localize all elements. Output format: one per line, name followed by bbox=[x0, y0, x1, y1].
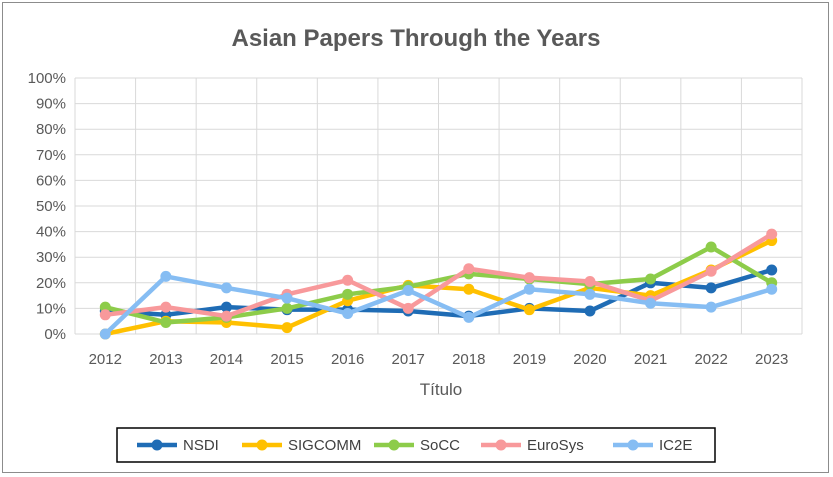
y-axis-ticks: 0% 10% 20% 30% 40% 50% 60% 70% 80% 90% 100% bbox=[28, 70, 66, 343]
x-tick-label: 2023 bbox=[755, 351, 788, 368]
data-point bbox=[99, 301, 111, 313]
data-point bbox=[705, 265, 717, 277]
legend-swatch-marker bbox=[495, 439, 507, 451]
legend-label: NSDI bbox=[183, 437, 219, 454]
legend-entry-eurosys: EuroSys bbox=[481, 437, 584, 454]
legend-label: IC2E bbox=[659, 437, 692, 454]
y-tick-label: 40% bbox=[36, 224, 66, 241]
x-tick-label: 2018 bbox=[452, 351, 485, 368]
legend-entry-nsdi: NSDI bbox=[137, 437, 219, 454]
x-tick-label: 2019 bbox=[513, 351, 546, 368]
x-tick-label: 2017 bbox=[392, 351, 425, 368]
data-point bbox=[402, 284, 414, 296]
y-tick-label: 20% bbox=[36, 275, 66, 292]
data-point bbox=[705, 282, 717, 294]
series-line bbox=[103, 244, 774, 325]
data-point bbox=[705, 301, 717, 313]
chart-title: Asian Papers Through the Years bbox=[231, 25, 600, 52]
data-point bbox=[584, 276, 596, 288]
x-tick-label: 2020 bbox=[573, 351, 606, 368]
data-point bbox=[342, 288, 354, 300]
data-point bbox=[645, 273, 657, 285]
legend-label: SIGCOMM bbox=[288, 437, 361, 454]
data-point bbox=[281, 302, 293, 314]
data-point bbox=[463, 283, 475, 295]
data-point bbox=[220, 310, 232, 322]
y-tick-label: 90% bbox=[36, 96, 66, 113]
data-point bbox=[402, 302, 414, 314]
y-tick-label: 50% bbox=[36, 198, 66, 215]
data-point bbox=[584, 288, 596, 300]
x-axis-ticks: 2012 2013 2014 2015 2016 2017 2018 2019 2020 2021… bbox=[89, 351, 789, 368]
data-point bbox=[220, 301, 232, 313]
x-tick-label: 2022 bbox=[694, 351, 727, 368]
legend-entry-sigcomm: SIGCOMM bbox=[242, 437, 361, 454]
series-group bbox=[99, 228, 778, 340]
data-point bbox=[160, 270, 172, 282]
series-eurosys bbox=[99, 228, 778, 322]
data-point bbox=[766, 228, 778, 240]
data-point bbox=[220, 282, 232, 294]
data-point bbox=[99, 309, 111, 321]
data-point bbox=[705, 241, 717, 253]
data-point bbox=[523, 283, 535, 295]
x-tick-label: 2014 bbox=[210, 351, 243, 368]
data-point bbox=[160, 301, 172, 313]
legend: NSDI SIGCOMM SoCC EuroSys IC2E bbox=[116, 427, 716, 463]
legend-swatch-marker bbox=[627, 439, 639, 451]
data-point bbox=[160, 316, 172, 328]
y-tick-label: 30% bbox=[36, 249, 66, 266]
x-tick-label: 2012 bbox=[89, 351, 122, 368]
y-tick-label: 60% bbox=[36, 172, 66, 189]
data-point bbox=[463, 311, 475, 323]
x-axis-label: Título bbox=[420, 380, 463, 399]
x-tick-label: 2015 bbox=[270, 351, 303, 368]
data-point bbox=[342, 308, 354, 320]
x-tick-label: 2016 bbox=[331, 351, 364, 368]
x-tick-label: 2021 bbox=[634, 351, 667, 368]
y-tick-label: 0% bbox=[44, 326, 66, 343]
legend-label: SoCC bbox=[420, 437, 460, 454]
y-tick-label: 10% bbox=[36, 300, 66, 317]
legend-entry-socc: SoCC bbox=[374, 437, 460, 454]
legend-swatch-marker bbox=[256, 439, 268, 451]
data-point bbox=[281, 322, 293, 334]
data-point bbox=[766, 264, 778, 276]
legend-label: EuroSys bbox=[527, 437, 584, 454]
data-point bbox=[281, 292, 293, 304]
series-ic2e bbox=[99, 270, 778, 340]
y-tick-label: 100% bbox=[28, 70, 66, 87]
y-tick-label: 70% bbox=[36, 147, 66, 164]
data-point bbox=[463, 263, 475, 275]
x-tick-label: 2013 bbox=[149, 351, 182, 368]
legend-swatch-marker bbox=[388, 439, 400, 451]
legend-swatch-marker bbox=[151, 439, 163, 451]
data-point bbox=[523, 304, 535, 316]
data-point bbox=[766, 283, 778, 295]
data-point bbox=[584, 305, 596, 317]
series-line bbox=[103, 231, 774, 319]
data-point bbox=[99, 328, 111, 340]
data-point bbox=[523, 272, 535, 284]
data-point bbox=[645, 297, 657, 309]
data-point bbox=[342, 274, 354, 286]
y-tick-label: 80% bbox=[36, 121, 66, 138]
series-line bbox=[103, 267, 774, 319]
series-line bbox=[103, 274, 774, 337]
grid bbox=[74, 77, 803, 335]
legend-entry-ic2e: IC2E bbox=[613, 437, 692, 454]
